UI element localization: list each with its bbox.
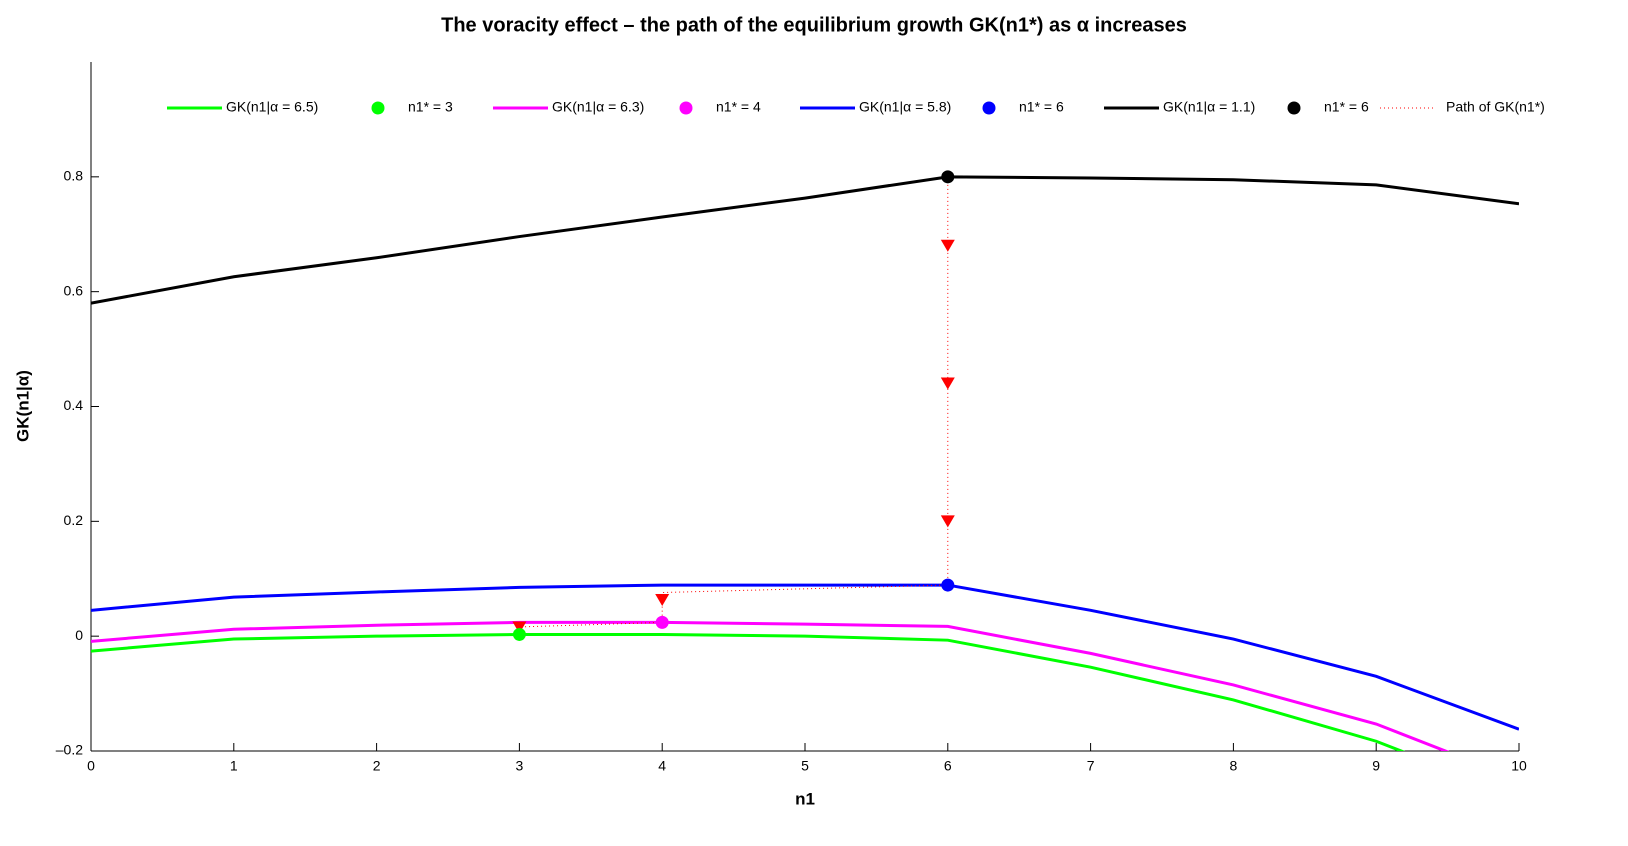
legend-label: GK(n1|α = 5.8) <box>859 99 951 115</box>
chart-title: The voracity effect – the path of the eq… <box>441 14 1187 36</box>
path-arrow <box>940 239 955 252</box>
legend-label: n1* = 4 <box>716 99 761 115</box>
series-line <box>91 583 1519 731</box>
x-tick-label: 2 <box>373 758 381 774</box>
legend-label: Path of GK(n1*) <box>1446 99 1545 115</box>
x-tick-label: 5 <box>801 758 809 774</box>
optimum-point <box>655 615 669 629</box>
series-line <box>91 175 1519 305</box>
optimum-point <box>941 170 955 184</box>
y-tick-label: 0.8 <box>64 168 84 184</box>
x-axis-label: n1 <box>795 789 815 808</box>
legend-dot <box>982 101 996 115</box>
x-tick-label: 9 <box>1372 758 1380 774</box>
path-line <box>519 176 949 628</box>
optimum-point <box>941 578 955 592</box>
x-tick-label: 3 <box>516 758 524 774</box>
series-line <box>91 632 1406 751</box>
legend-dot <box>1287 101 1301 115</box>
legend-label: n1* = 6 <box>1324 99 1369 115</box>
optimum-point <box>512 627 526 641</box>
path-arrow <box>512 621 527 634</box>
path-arrow <box>940 377 955 390</box>
x-tick-label: 4 <box>658 758 666 774</box>
legend-label: n1* = 6 <box>1019 99 1064 115</box>
x-tick-label: 8 <box>1230 758 1238 774</box>
y-tick-label: 0 <box>75 627 83 643</box>
y-tick-label: 0.2 <box>64 512 84 528</box>
x-tick-label: 1 <box>230 758 238 774</box>
x-tick-label: 6 <box>944 758 952 774</box>
legend-label: n1* = 3 <box>408 99 453 115</box>
legend-dot <box>679 101 693 115</box>
legend-label: GK(n1|α = 6.3) <box>552 99 644 115</box>
x-tick-label: 0 <box>87 758 95 774</box>
plot-area <box>91 170 1519 751</box>
legend-dot <box>371 101 385 115</box>
y-tick-label: –0.2 <box>56 742 83 758</box>
path-arrow <box>655 593 670 606</box>
x-tick-label: 10 <box>1511 758 1527 774</box>
series-line <box>91 620 1450 751</box>
legend-label: GK(n1|α = 1.1) <box>1163 99 1255 115</box>
x-tick-label: 7 <box>1087 758 1095 774</box>
legend-label: GK(n1|α = 6.5) <box>226 99 318 115</box>
y-tick-label: 0.6 <box>64 282 84 298</box>
y-axis-label: GK(n1|α) <box>13 370 32 442</box>
path-arrow <box>940 515 955 528</box>
y-tick-label: 0.4 <box>64 397 84 413</box>
